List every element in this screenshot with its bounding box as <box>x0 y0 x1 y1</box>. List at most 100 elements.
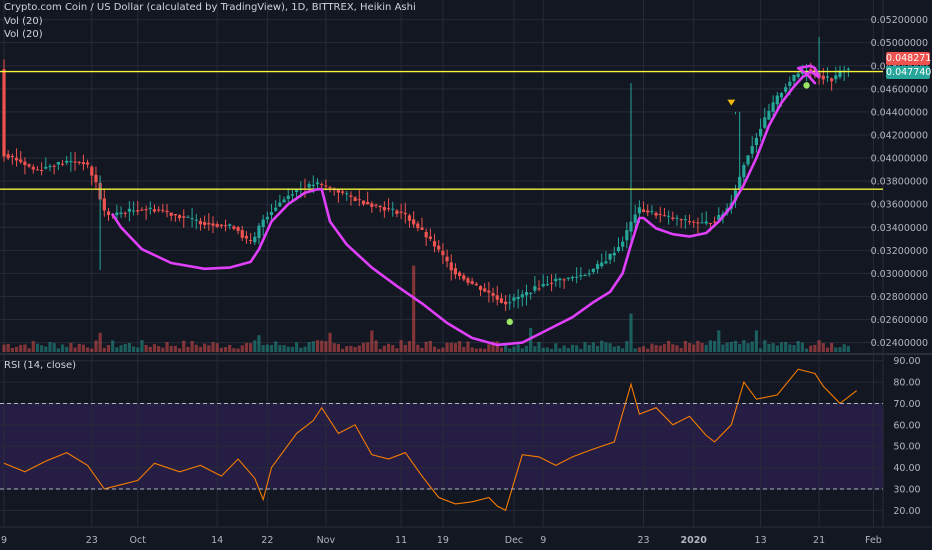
candle-body <box>562 279 566 281</box>
candle-body <box>687 221 692 223</box>
candle-body <box>6 154 10 159</box>
candle-body <box>169 212 173 216</box>
volume-bar <box>441 347 445 352</box>
volume-bar <box>796 341 800 352</box>
volume-bar <box>629 313 633 352</box>
volume-bar <box>190 341 194 352</box>
volume-bar <box>56 348 60 352</box>
volume-bar <box>324 341 328 352</box>
volume-bar <box>633 348 637 352</box>
volume-bar <box>374 340 378 352</box>
candle-body <box>641 209 646 212</box>
candle-body <box>570 276 575 279</box>
volume-bar <box>524 345 529 352</box>
volume-bar <box>290 346 295 352</box>
volume-bar <box>131 346 136 352</box>
candle-body <box>345 193 349 195</box>
candle-body <box>800 71 804 74</box>
price-axis-tick-label: 0.04600000 <box>871 84 928 95</box>
candle-body <box>35 169 40 171</box>
rsi-indicator-label[interactable]: RSI (14, close) <box>4 360 77 371</box>
volume-bar <box>554 343 558 352</box>
volume-bar <box>667 340 671 352</box>
candle-body <box>407 215 412 221</box>
price-axis-tick-label: 0.03200000 <box>871 246 928 257</box>
candles <box>2 36 850 312</box>
candle-body <box>119 212 123 214</box>
candle-body <box>165 210 169 213</box>
volume-bar <box>478 348 483 352</box>
volume-bar <box>533 346 537 352</box>
volume-bar <box>708 340 713 352</box>
volume-bar <box>746 343 750 352</box>
candle-body <box>462 275 466 280</box>
candle-body <box>2 69 6 157</box>
volume-bar <box>136 347 140 352</box>
volume-bar <box>52 343 56 352</box>
price-axis-tick-label: 0.05200000 <box>871 15 928 26</box>
candle-body <box>604 261 608 264</box>
volume-indicator-label-2[interactable]: Vol (20) <box>4 29 43 40</box>
candle-body <box>625 230 629 241</box>
candle-body <box>136 210 140 212</box>
candle-body <box>679 219 683 221</box>
volume-bar <box>303 346 307 352</box>
volume-bar <box>345 346 349 352</box>
volume-bar <box>328 332 332 352</box>
candle-body <box>742 164 746 178</box>
candle-body <box>44 166 48 169</box>
volume-bar <box>838 347 842 352</box>
volume-bar <box>286 346 290 352</box>
candle-body <box>541 283 545 287</box>
rsi-line <box>3 368 858 512</box>
volume-bar <box>575 345 579 352</box>
time-axis-tick-label: 9 <box>540 535 546 546</box>
volume-bar <box>775 345 779 352</box>
candle-body <box>198 220 203 225</box>
volume-bar <box>140 340 144 352</box>
candle-body <box>763 117 767 128</box>
time-axis-tick-label: 22 <box>261 535 273 546</box>
volume-bar <box>14 346 19 352</box>
volume-bar <box>332 343 336 352</box>
volume-bar <box>687 343 692 352</box>
volume-bar <box>223 346 228 352</box>
volume-indicator-label[interactable]: Vol (20) <box>4 16 43 27</box>
volume-bar <box>399 340 403 352</box>
candle-body <box>56 162 60 165</box>
volume-bar <box>148 346 152 352</box>
volume-bar <box>549 348 554 352</box>
volume-bar <box>738 344 742 352</box>
candle-body <box>491 293 495 296</box>
volume-bar <box>834 347 838 352</box>
volume-bar <box>449 342 453 352</box>
candle-body <box>717 214 721 220</box>
volume-bar <box>508 348 512 352</box>
volume-bar <box>830 342 834 352</box>
price-axis-tick-label: 0.04200000 <box>871 130 928 141</box>
volume-bar <box>382 345 386 352</box>
volume-bar <box>621 348 625 352</box>
candle-body <box>148 207 152 209</box>
volume-bar <box>612 346 616 352</box>
candle-body <box>424 231 428 238</box>
candle-body <box>713 221 717 223</box>
time-axis-tick-label: 13 <box>755 535 767 546</box>
candle-body <box>616 247 621 252</box>
candle-body <box>654 212 658 216</box>
volume-bar <box>804 348 809 352</box>
volume-bar <box>587 344 591 352</box>
candle-body <box>704 221 708 224</box>
candle-body <box>278 202 282 207</box>
volume-bar <box>86 347 90 352</box>
candle-body <box>441 250 445 256</box>
volume-bar <box>19 345 23 352</box>
candle-body <box>31 166 35 170</box>
volume-bar <box>809 345 813 352</box>
rsi-axis-tick-label: 90.00 <box>893 356 920 367</box>
candle-body <box>349 195 353 197</box>
volume-bar <box>604 342 608 352</box>
volume-bar <box>700 342 704 352</box>
volume-bar <box>366 342 370 352</box>
